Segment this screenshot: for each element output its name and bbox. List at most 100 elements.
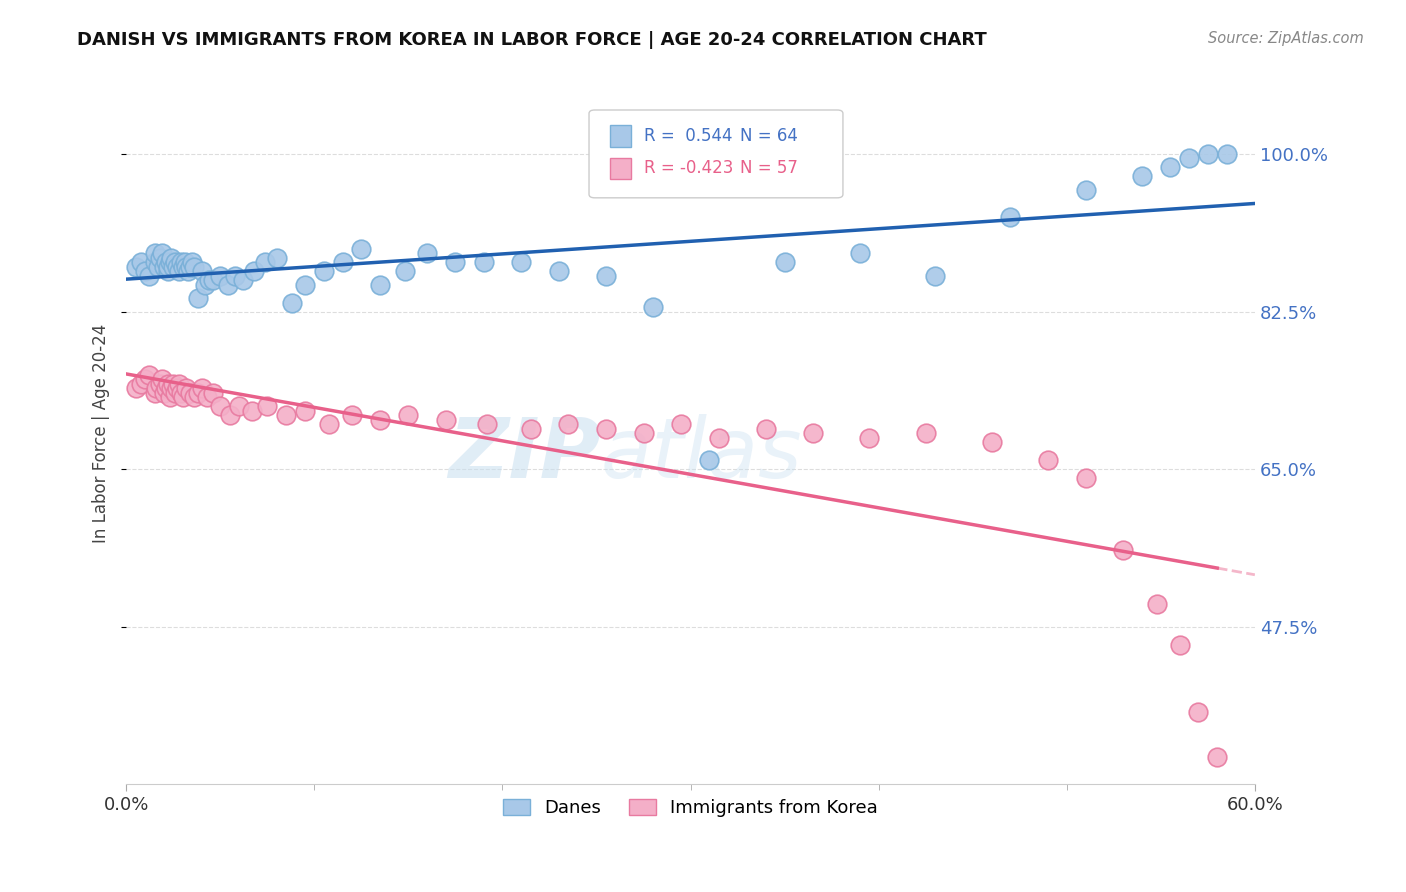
Point: [176, 381, 198, 395]
Point: [177, 264, 200, 278]
Point: [1197, 147, 1219, 161]
Point: [179, 385, 201, 400]
Point: [858, 431, 880, 445]
Point: [312, 264, 335, 278]
Point: [773, 255, 796, 269]
Point: [170, 255, 193, 269]
Point: [224, 268, 246, 283]
Point: [166, 260, 188, 274]
Point: [156, 376, 179, 391]
Point: [159, 255, 181, 269]
Point: [165, 255, 187, 269]
Point: [179, 260, 201, 274]
Point: [156, 260, 179, 274]
Point: [801, 426, 824, 441]
Point: [194, 277, 217, 292]
Point: [148, 260, 170, 274]
Point: [434, 412, 457, 426]
Point: [131, 376, 153, 391]
Point: [1074, 183, 1097, 197]
Point: [1206, 750, 1229, 764]
Point: [1112, 543, 1135, 558]
Point: [519, 422, 541, 436]
Point: [472, 255, 495, 269]
Point: [641, 300, 664, 314]
Point: [924, 268, 946, 283]
Point: [232, 273, 254, 287]
Point: [176, 260, 198, 274]
Point: [1168, 638, 1191, 652]
Point: [138, 268, 160, 283]
Text: DANISH VS IMMIGRANTS FROM KOREA IN LABOR FORCE | AGE 20-24 CORRELATION CHART: DANISH VS IMMIGRANTS FROM KOREA IN LABOR…: [77, 31, 987, 49]
Point: [156, 264, 179, 278]
Text: N = 57: N = 57: [740, 160, 799, 178]
Point: [190, 381, 212, 395]
Point: [281, 295, 304, 310]
Point: [153, 385, 176, 400]
Point: [138, 368, 160, 382]
Point: [125, 260, 148, 274]
Point: [134, 372, 156, 386]
Point: [155, 381, 177, 395]
Point: [209, 399, 232, 413]
Point: [150, 246, 173, 260]
Point: [167, 376, 190, 391]
Point: [294, 277, 316, 292]
Point: [160, 251, 183, 265]
Text: ZIP: ZIP: [447, 414, 600, 495]
Point: [143, 246, 166, 260]
Point: [201, 385, 224, 400]
FancyBboxPatch shape: [610, 158, 631, 179]
Point: [340, 408, 363, 422]
Point: [209, 268, 232, 283]
Point: [368, 277, 391, 292]
FancyBboxPatch shape: [610, 126, 631, 146]
Point: [160, 381, 183, 395]
Point: [398, 408, 420, 422]
Point: [183, 390, 205, 404]
Point: [190, 264, 212, 278]
Point: [145, 381, 167, 395]
Point: [181, 255, 204, 269]
Point: [134, 264, 156, 278]
Point: [633, 426, 655, 441]
Point: [162, 260, 184, 274]
Point: [228, 399, 250, 413]
Point: [170, 385, 193, 400]
Point: [1178, 152, 1201, 166]
Point: [557, 417, 579, 432]
Text: N = 64: N = 64: [740, 127, 799, 145]
Point: [162, 376, 184, 391]
Point: [243, 264, 266, 278]
Point: [149, 376, 172, 391]
Point: [1036, 453, 1059, 467]
Point: [143, 255, 166, 269]
Point: [707, 431, 730, 445]
Point: [755, 422, 778, 436]
Point: [165, 385, 187, 400]
Point: [332, 255, 354, 269]
Point: [416, 246, 439, 260]
Point: [183, 260, 205, 274]
Point: [1215, 147, 1237, 161]
Point: [914, 426, 936, 441]
Point: [510, 255, 533, 269]
Point: [1187, 706, 1209, 720]
Point: [198, 273, 221, 287]
Point: [1074, 471, 1097, 485]
Text: R =  0.544: R = 0.544: [644, 127, 733, 145]
Point: [980, 435, 1002, 450]
FancyBboxPatch shape: [589, 110, 844, 198]
Point: [294, 403, 316, 417]
Legend: Danes, Immigrants from Korea: Danes, Immigrants from Korea: [496, 792, 886, 824]
Point: [125, 381, 148, 395]
Point: [172, 260, 194, 274]
Point: [849, 246, 872, 260]
Point: [172, 390, 194, 404]
Point: [187, 385, 209, 400]
Point: [217, 277, 239, 292]
Point: [218, 408, 240, 422]
Point: [444, 255, 467, 269]
Point: [699, 453, 721, 467]
Point: [166, 381, 188, 395]
